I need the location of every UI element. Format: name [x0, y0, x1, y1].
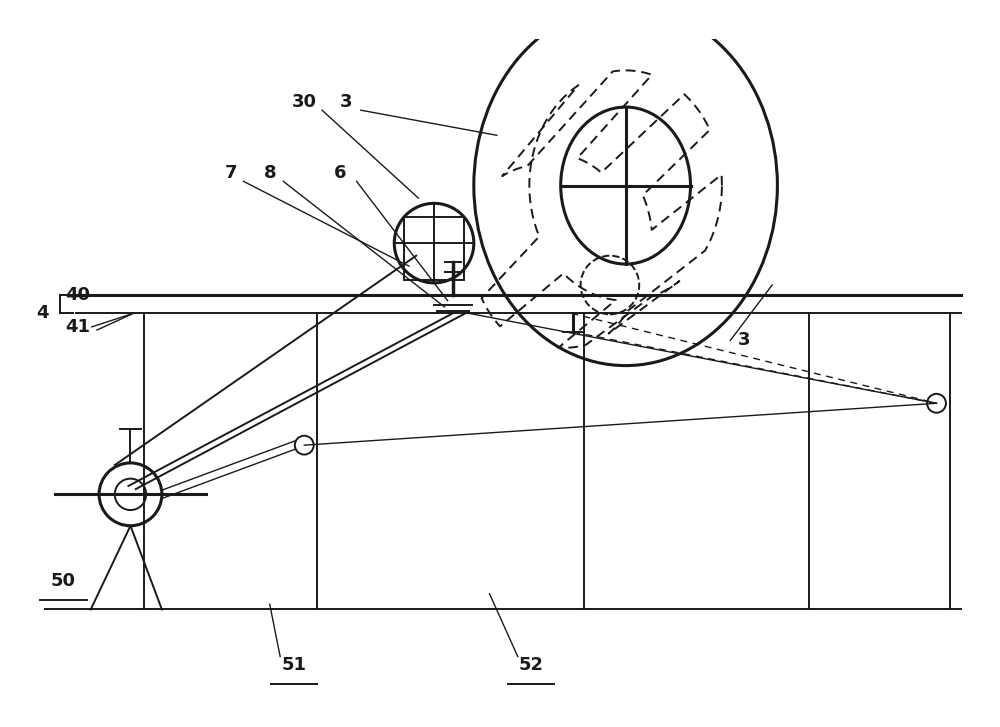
- Text: 7: 7: [225, 164, 237, 182]
- Text: 6: 6: [334, 164, 346, 182]
- Text: 3: 3: [340, 93, 352, 111]
- Text: 30: 30: [292, 93, 317, 111]
- Text: 41: 41: [66, 318, 91, 336]
- Text: 52: 52: [519, 656, 544, 674]
- Text: 40: 40: [66, 286, 91, 305]
- Text: 3: 3: [738, 332, 750, 350]
- Text: 4: 4: [36, 305, 49, 322]
- Bar: [404, 217, 464, 280]
- Text: 51: 51: [281, 656, 306, 674]
- Text: 8: 8: [263, 164, 276, 182]
- Text: 50: 50: [51, 572, 76, 590]
